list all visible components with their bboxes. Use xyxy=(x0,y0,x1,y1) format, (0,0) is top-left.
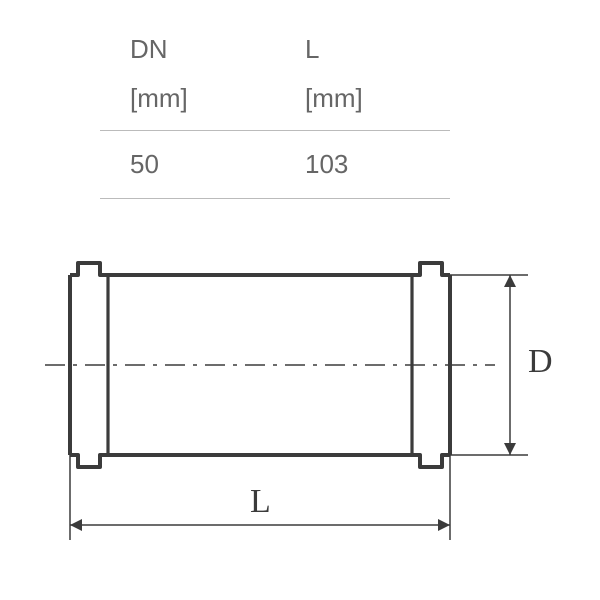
col-header-l: L xyxy=(275,30,450,69)
col-unit-dn: [mm] xyxy=(100,79,275,118)
table-rule-2 xyxy=(100,198,450,199)
diagram-svg xyxy=(40,245,560,575)
spec-table: DN L [mm] [mm] 50 103 xyxy=(100,30,450,199)
cell-l: 103 xyxy=(275,145,450,184)
dim-label-d: D xyxy=(528,343,553,381)
table-row: 50 103 xyxy=(100,145,450,184)
cell-dn: 50 xyxy=(100,145,275,184)
col-header-dn: DN xyxy=(100,30,275,69)
fitting-diagram: L D xyxy=(40,245,560,575)
table-unit-row: [mm] [mm] xyxy=(100,79,450,118)
table-rule-1 xyxy=(100,130,450,131)
table-header-row: DN L xyxy=(100,30,450,69)
col-unit-l: [mm] xyxy=(275,79,450,118)
dim-label-l: L xyxy=(250,483,271,521)
